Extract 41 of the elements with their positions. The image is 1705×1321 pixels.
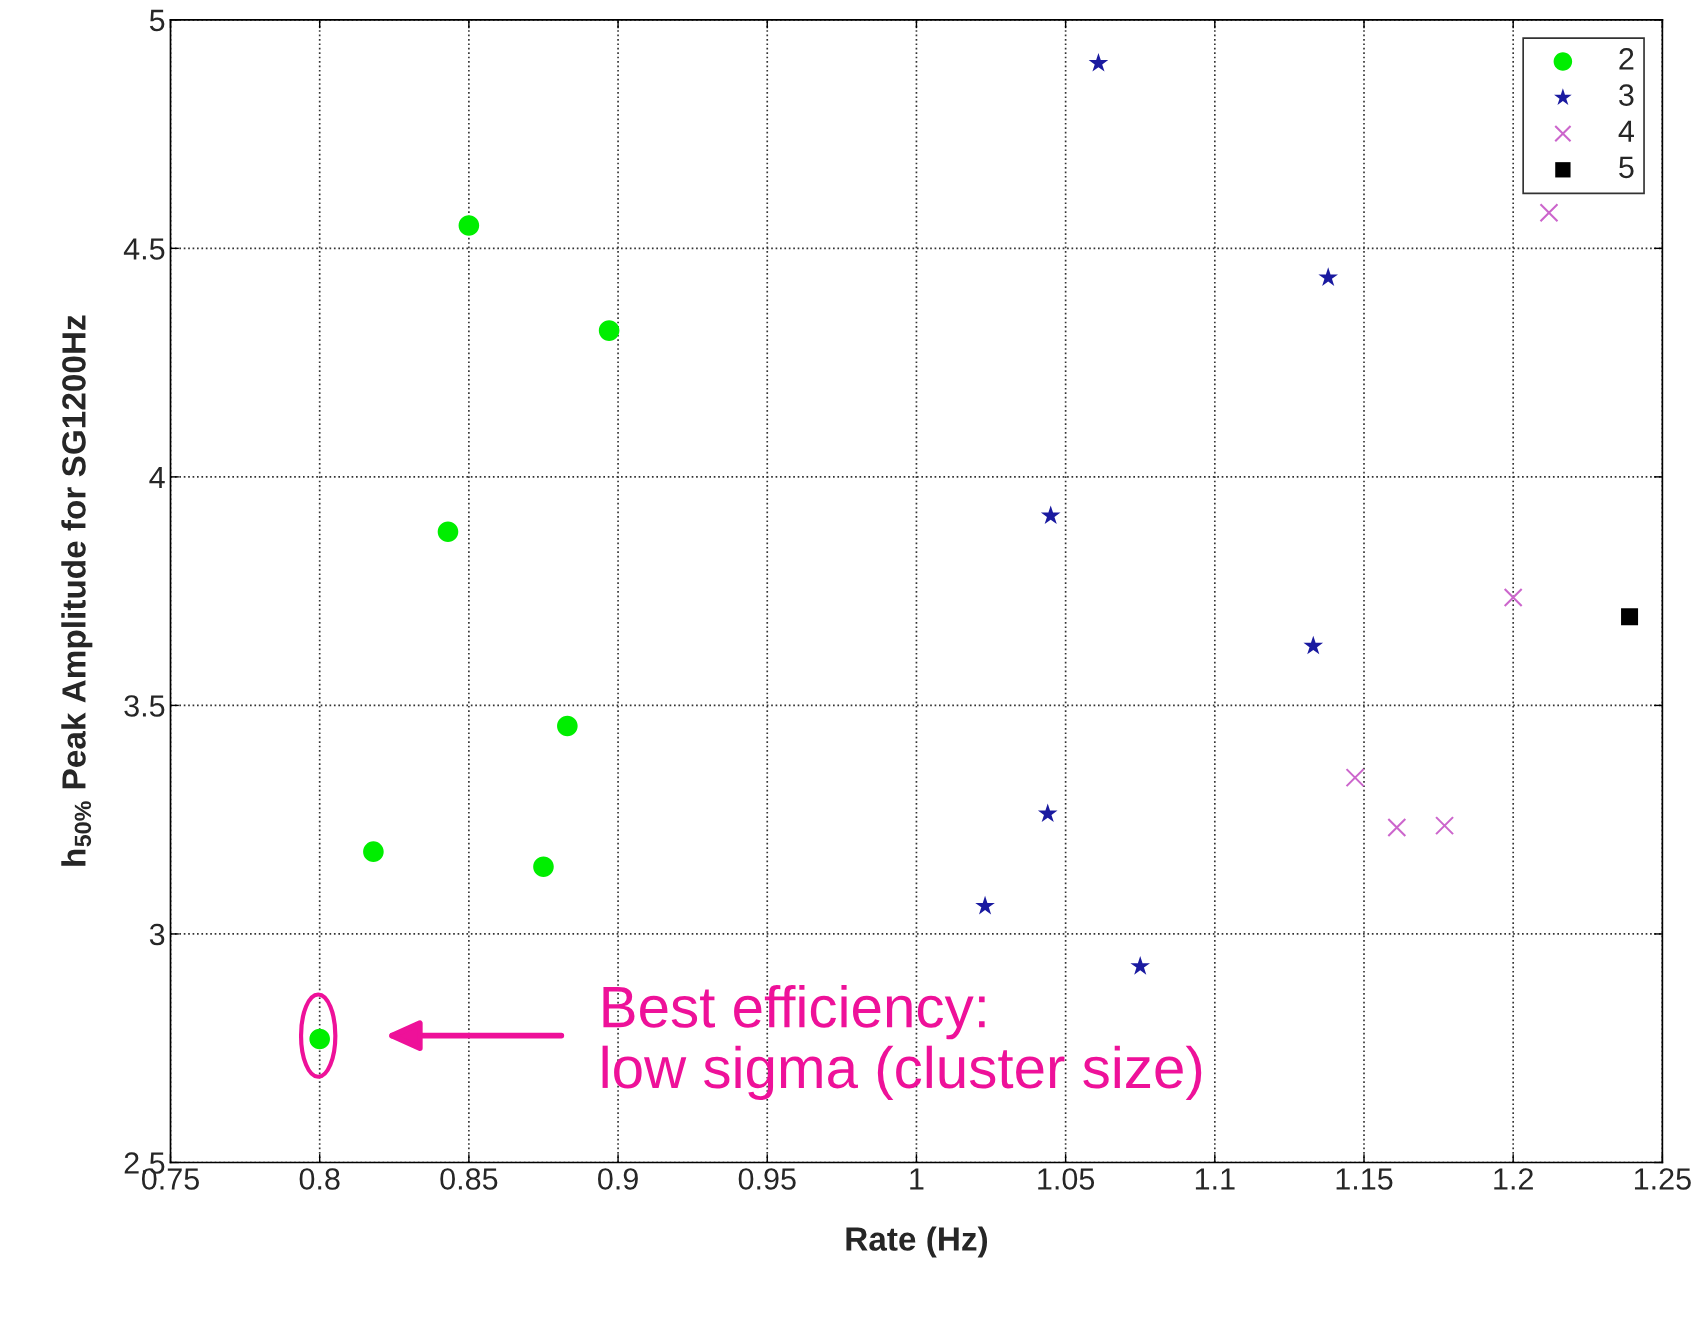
point xyxy=(458,215,480,236)
y-axis-title: h$_{50%}$ Peak Amplitude for SG1200Hz xyxy=(61,315,93,866)
x-tick-label: 1.1 xyxy=(1195,1168,1235,1190)
point xyxy=(363,841,384,862)
point xyxy=(1345,768,1365,788)
x-tick-label: 1.05 xyxy=(1038,1168,1095,1190)
x-tick-label: 0.85 xyxy=(440,1168,498,1190)
point xyxy=(557,715,578,737)
point xyxy=(1539,203,1559,223)
point xyxy=(437,521,459,543)
legend-label: 5 xyxy=(1619,156,1634,179)
point xyxy=(1040,505,1061,525)
point xyxy=(1130,956,1151,975)
x-tick-label: 1.25 xyxy=(1634,1168,1691,1190)
y-tick-label: 3.5 xyxy=(124,695,165,717)
legend-label: 4 xyxy=(1618,120,1634,142)
point xyxy=(1621,608,1639,626)
point xyxy=(1088,52,1109,72)
legend-label: 3 xyxy=(1619,84,1634,106)
point xyxy=(533,856,554,878)
y-tick-label: 4 xyxy=(149,466,165,488)
y-tick-label: 5 xyxy=(149,9,165,32)
point xyxy=(1318,267,1338,286)
point xyxy=(975,895,995,915)
point xyxy=(1387,817,1407,837)
x-tick-label: 1.2 xyxy=(1494,1168,1533,1190)
point xyxy=(1037,803,1058,823)
y-tick-label: 3 xyxy=(149,923,165,946)
point xyxy=(1503,588,1523,608)
legend-label: 2 xyxy=(1619,48,1634,70)
x-tick-label: 1.15 xyxy=(1336,1168,1393,1190)
point xyxy=(1435,816,1455,836)
x-tick-label: 0.95 xyxy=(738,1168,796,1190)
point xyxy=(1303,635,1324,655)
x-tick-label: 0.9 xyxy=(598,1168,638,1190)
point xyxy=(598,320,620,341)
annotation: Best efficiency: low sigma (cluster size) xyxy=(602,984,1202,1101)
x-tick-label: 1 xyxy=(910,1168,924,1190)
x-axis-title: Rate (Hz) xyxy=(846,1226,988,1258)
x-tick-label: 0.8 xyxy=(299,1168,340,1190)
y-tick-label: 4.5 xyxy=(123,238,165,260)
